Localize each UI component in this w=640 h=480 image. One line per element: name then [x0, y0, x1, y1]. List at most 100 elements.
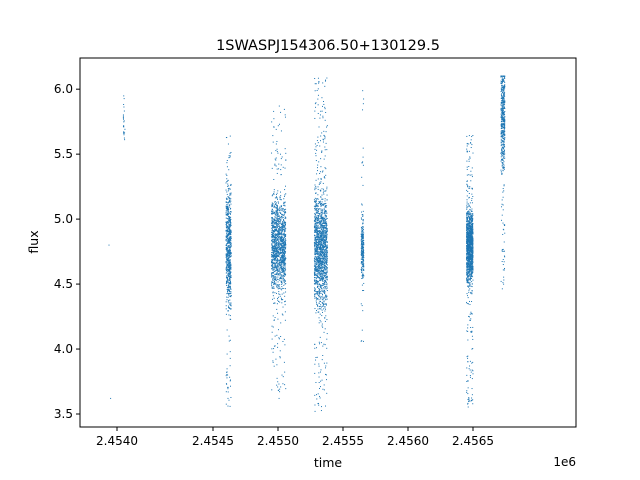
data-point [322, 229, 324, 231]
data-point [274, 216, 276, 218]
data-point [227, 222, 229, 224]
data-point [471, 362, 473, 364]
data-point [273, 249, 275, 251]
data-point [319, 208, 321, 210]
data-point [229, 318, 231, 320]
data-point [321, 226, 323, 228]
data-point [363, 98, 365, 100]
data-point [284, 319, 286, 321]
data-point [326, 276, 328, 278]
data-point [278, 338, 280, 340]
data-point [277, 252, 279, 254]
data-point [228, 259, 230, 261]
data-point [226, 137, 228, 139]
data-point [229, 271, 231, 273]
data-point [314, 228, 316, 230]
data-point [466, 218, 468, 220]
data-point [226, 329, 228, 331]
data-point [226, 214, 228, 216]
data-point [279, 293, 281, 295]
data-point [227, 207, 229, 209]
data-point [230, 237, 232, 239]
data-point [324, 367, 326, 369]
data-point [318, 81, 320, 83]
data-point [281, 209, 283, 211]
data-point [283, 211, 285, 213]
data-point [226, 255, 228, 257]
data-point [226, 267, 228, 269]
data-point [317, 239, 319, 241]
data-point [471, 266, 473, 268]
data-point [315, 283, 317, 285]
data-point [322, 139, 324, 141]
data-point [280, 227, 282, 229]
data-point [326, 230, 328, 232]
data-point [278, 246, 280, 248]
data-point [275, 248, 277, 250]
data-point [278, 337, 280, 339]
data-point [361, 268, 363, 270]
data-point [362, 275, 364, 277]
data-point [316, 275, 318, 277]
data-point [228, 273, 230, 275]
data-point [360, 261, 362, 263]
data-point [315, 244, 317, 246]
data-point [284, 260, 286, 262]
data-point [319, 262, 321, 264]
data-point [273, 211, 275, 213]
data-point [228, 262, 230, 264]
data-point [272, 241, 274, 243]
data-point [275, 262, 277, 264]
data-point [230, 233, 232, 235]
data-point [469, 270, 471, 272]
data-point [324, 263, 326, 265]
data-point [466, 160, 468, 162]
data-point [362, 226, 364, 228]
data-point [275, 237, 277, 239]
data-point [320, 254, 322, 256]
data-point [314, 255, 316, 257]
data-point [282, 219, 284, 221]
data-point [315, 152, 317, 154]
data-point [274, 257, 275, 259]
data-point [227, 245, 229, 247]
data-point [228, 335, 230, 337]
data-point [276, 227, 278, 229]
data-point [228, 306, 230, 308]
data-point [276, 252, 278, 254]
data-point [284, 267, 286, 269]
data-point [278, 300, 280, 302]
data-point [279, 236, 281, 238]
data-point [324, 211, 326, 213]
data-point [229, 201, 231, 203]
data-point [315, 224, 317, 226]
data-point [271, 249, 273, 251]
data-point [276, 259, 278, 261]
data-point [319, 241, 321, 243]
data-point [322, 277, 324, 279]
data-point [225, 224, 227, 226]
data-point [276, 244, 278, 246]
data-point [272, 218, 274, 220]
data-point [283, 215, 285, 217]
data-point [279, 279, 281, 281]
data-point [228, 225, 230, 227]
data-point [320, 290, 322, 292]
data-point [283, 259, 285, 261]
data-point [468, 230, 470, 232]
data-point [282, 222, 284, 224]
data-point [226, 249, 228, 251]
data-point [272, 292, 274, 294]
data-point [324, 344, 326, 346]
data-point [325, 271, 327, 273]
data-point [229, 280, 231, 282]
data-point [279, 242, 281, 244]
data-point [326, 362, 328, 364]
data-point [319, 371, 321, 373]
data-point [317, 136, 319, 138]
data-point [468, 197, 470, 199]
data-point [323, 343, 325, 345]
data-point [325, 281, 327, 282]
data-point [279, 207, 281, 209]
data-point [281, 238, 283, 240]
